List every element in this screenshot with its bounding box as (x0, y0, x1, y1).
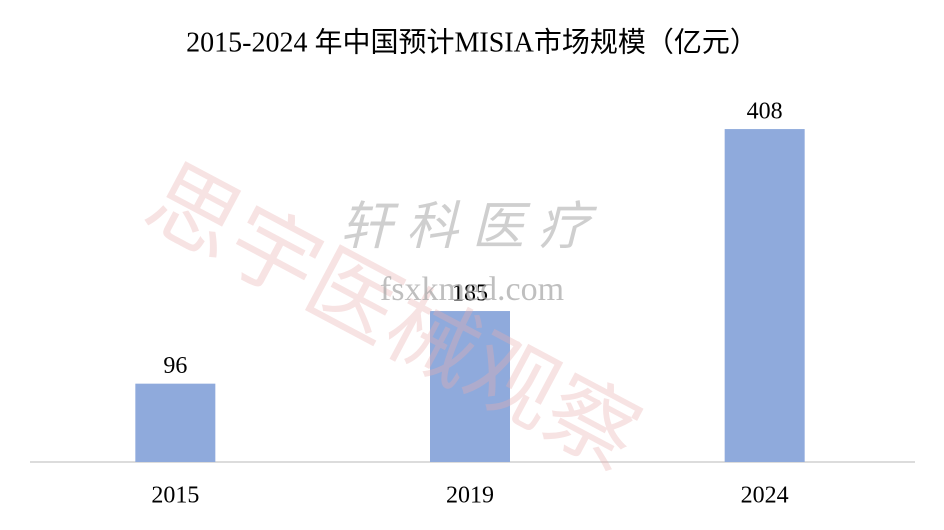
x-tick-label: 2019 (446, 483, 494, 509)
chart-title: 2015-2024 年中国预计MISIA市场规模（亿元） (186, 26, 758, 58)
watermark: fsxkmed.com (380, 271, 564, 308)
bar (135, 383, 216, 462)
watermark: 轩科医疗 (340, 199, 604, 256)
data-label: 185 (452, 281, 488, 307)
bar (724, 129, 805, 462)
data-label: 408 (747, 99, 783, 125)
data-label: 96 (163, 353, 187, 379)
x-tick-label: 2024 (741, 483, 789, 509)
plot: 96 2015 185 2019 408 2024 (135, 99, 805, 509)
bar (430, 311, 510, 462)
x-tick-label: 2015 (151, 483, 199, 509)
